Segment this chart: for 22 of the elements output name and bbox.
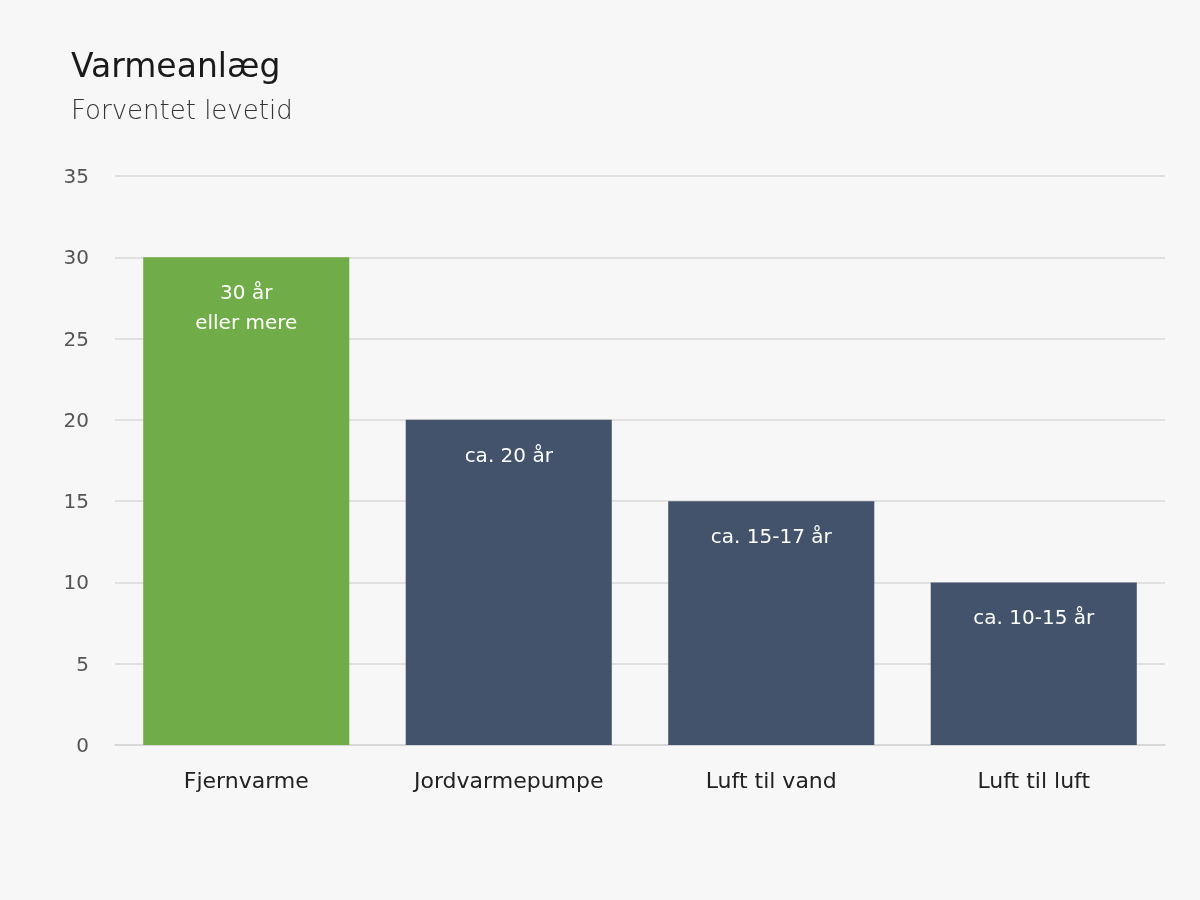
bar bbox=[405, 419, 612, 745]
x-tick-label: Luft til vand bbox=[705, 767, 837, 793]
data-label: ca. 20 år bbox=[464, 442, 554, 467]
data-label: ca. 15-17 år bbox=[710, 524, 833, 549]
chart-subtitle: Forventet levetid bbox=[71, 95, 293, 125]
chart-title: Varmeanlæg bbox=[71, 46, 281, 85]
y-tick-label: 35 bbox=[63, 164, 89, 188]
data-label: 30 år eller mere bbox=[195, 280, 298, 335]
x-tick-label: Fjernvarme bbox=[183, 767, 309, 793]
y-tick-label: 0 bbox=[76, 733, 89, 757]
y-tick-label: 30 bbox=[63, 245, 89, 270]
x-tick-label: Jordvarmepumpe bbox=[411, 767, 604, 793]
data-label: ca. 10-15 år bbox=[973, 605, 1095, 630]
bar bbox=[668, 501, 875, 745]
y-tick-label: 5 bbox=[76, 651, 89, 676]
y-tick-label: 25 bbox=[63, 326, 89, 351]
y-tick-label: 20 bbox=[63, 407, 89, 432]
y-tick-label: 10 bbox=[63, 570, 89, 595]
y-tick-label: 15 bbox=[63, 489, 89, 514]
x-tick-label: Luft til luft bbox=[977, 767, 1091, 793]
bar bbox=[930, 582, 1137, 745]
bar bbox=[143, 257, 350, 745]
